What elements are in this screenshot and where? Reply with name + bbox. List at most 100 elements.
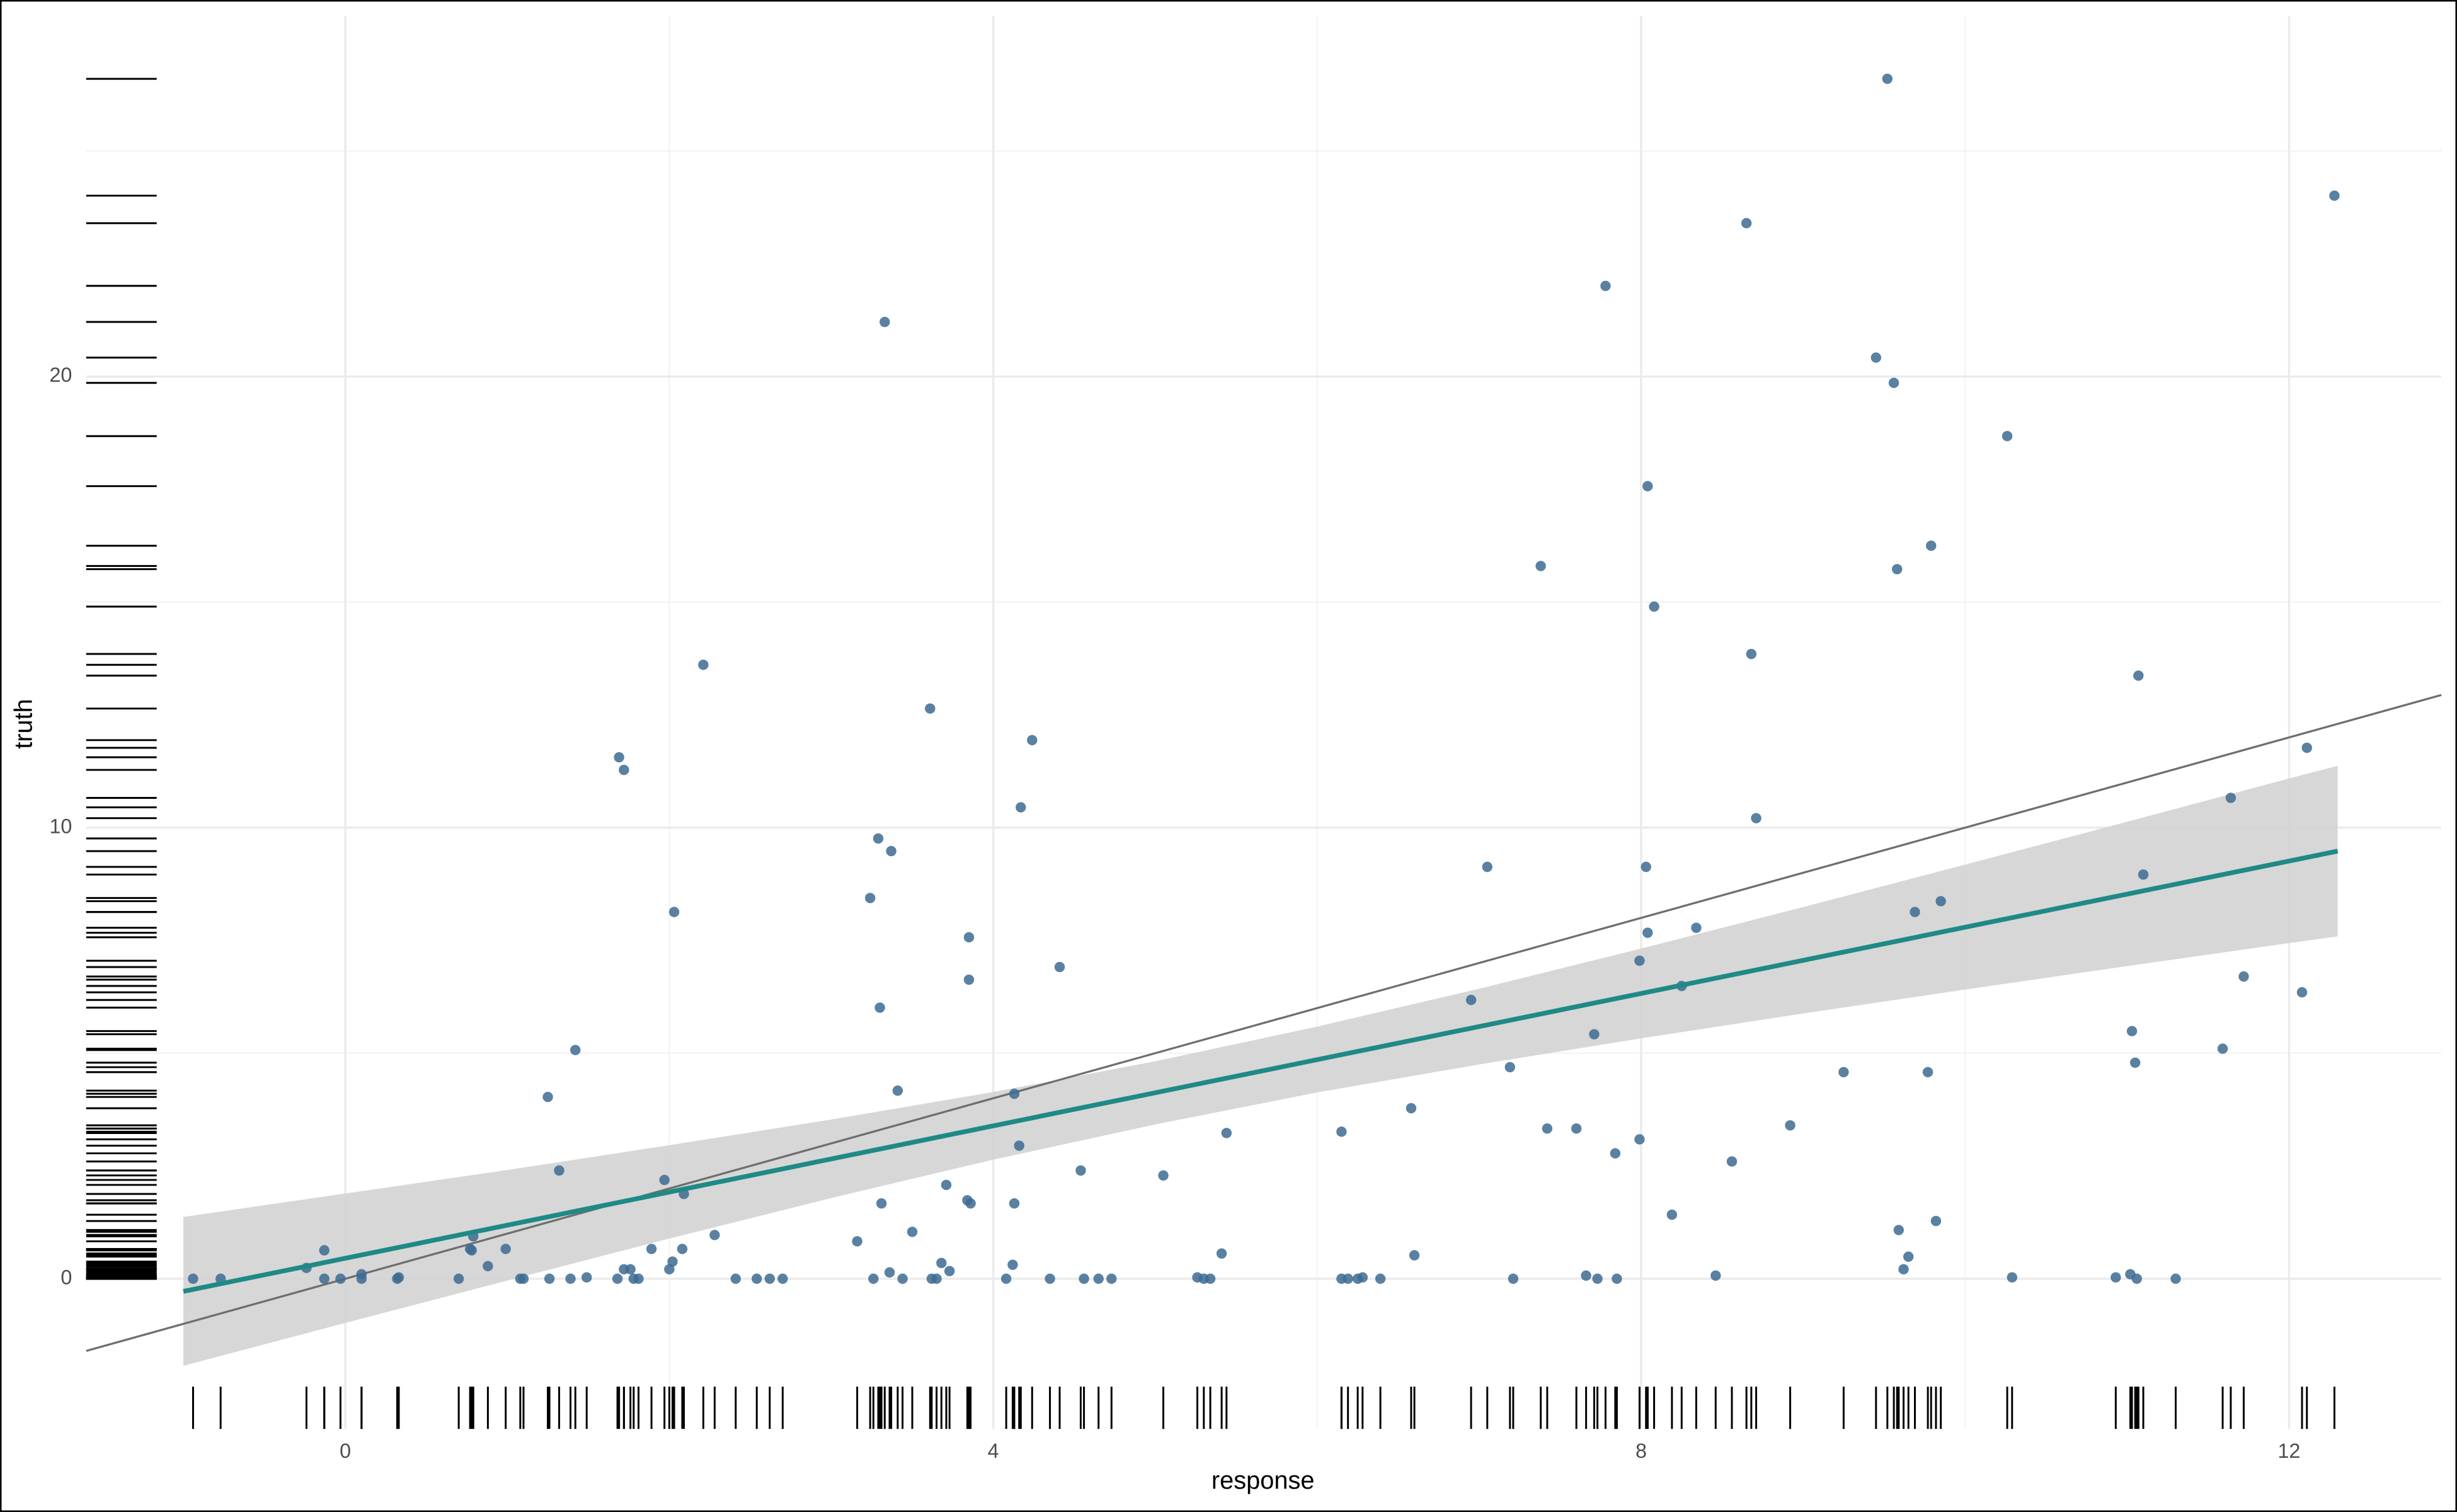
point (1935, 896, 1946, 907)
point (1009, 1088, 1020, 1099)
point (1741, 218, 1752, 229)
point (1610, 1148, 1621, 1159)
point (2138, 869, 2149, 880)
point (777, 1273, 788, 1284)
point (931, 1273, 942, 1284)
point (1508, 1273, 1519, 1284)
point (2007, 1272, 2018, 1283)
point (892, 1085, 903, 1096)
point (752, 1273, 762, 1284)
point (2296, 987, 2308, 998)
point (1592, 1273, 1603, 1284)
point (1922, 1067, 1933, 1078)
point (544, 1273, 555, 1284)
point (1882, 73, 1893, 84)
point (1746, 648, 1757, 660)
point (1726, 1156, 1738, 1167)
point (188, 1273, 198, 1284)
point (868, 1273, 879, 1284)
point (614, 752, 624, 763)
point (633, 1273, 644, 1284)
point (625, 1264, 636, 1274)
point (319, 1245, 329, 1256)
point (570, 1045, 581, 1055)
point (965, 1198, 976, 1209)
point (1079, 1273, 1089, 1284)
point (1751, 813, 1761, 823)
point (907, 1227, 918, 1237)
point (1336, 1126, 1347, 1137)
point (1893, 1225, 1904, 1235)
point (1504, 1062, 1515, 1073)
point (864, 893, 876, 903)
point (677, 1244, 688, 1254)
point (466, 1245, 477, 1256)
point (1542, 1123, 1553, 1134)
point (1343, 1273, 1353, 1284)
point (1641, 861, 1651, 873)
point (1000, 1273, 1012, 1284)
point (1357, 1272, 1368, 1283)
point (730, 1273, 742, 1284)
point (1014, 1140, 1024, 1151)
point (667, 1256, 678, 1267)
point (1649, 601, 1659, 612)
point (612, 1273, 623, 1284)
point (873, 833, 884, 844)
point (1634, 955, 1645, 966)
point (886, 845, 896, 857)
point (1221, 1128, 1232, 1138)
point (1535, 561, 1546, 571)
point (1600, 280, 1611, 291)
point (1666, 1209, 1678, 1220)
point (453, 1273, 464, 1284)
point (1612, 1273, 1622, 1284)
point (2131, 1273, 2142, 1284)
point (2225, 793, 2236, 803)
point (554, 1165, 564, 1176)
point (1888, 377, 1899, 388)
point (659, 1174, 670, 1186)
point (874, 1002, 885, 1013)
point (1465, 995, 1477, 1005)
point (518, 1273, 529, 1284)
point (319, 1273, 329, 1284)
point (1926, 540, 1937, 551)
x-axis-title: response (1211, 1467, 1315, 1494)
point (668, 907, 680, 917)
fit-line (183, 849, 2339, 1294)
y-tick-label: 0 (60, 1266, 72, 1288)
point (1375, 1273, 1386, 1284)
point (1581, 1270, 1591, 1281)
marks (86, 73, 2442, 1429)
point (1642, 481, 1653, 491)
point (1406, 1102, 1417, 1114)
point (581, 1272, 592, 1283)
x-tick-label: 0 (340, 1440, 351, 1462)
point (2002, 431, 2013, 442)
point (1898, 1264, 1909, 1274)
point (1642, 927, 1653, 938)
point (1054, 961, 1065, 973)
point (542, 1091, 553, 1102)
point (2110, 1272, 2121, 1283)
point (764, 1273, 775, 1284)
point (709, 1230, 720, 1240)
point (335, 1273, 346, 1284)
point (1710, 1270, 1721, 1281)
point (963, 974, 975, 985)
point (2301, 742, 2312, 753)
reference-line (86, 694, 2442, 1352)
point (925, 703, 936, 714)
y-tick-label: 10 (49, 815, 72, 837)
point (1009, 1198, 1020, 1209)
point (2217, 1043, 2228, 1054)
point (1571, 1123, 1582, 1134)
point (1903, 1251, 1914, 1262)
y-tick-label: 20 (49, 364, 72, 386)
point (897, 1273, 908, 1284)
point (2238, 971, 2249, 982)
point (963, 932, 975, 942)
